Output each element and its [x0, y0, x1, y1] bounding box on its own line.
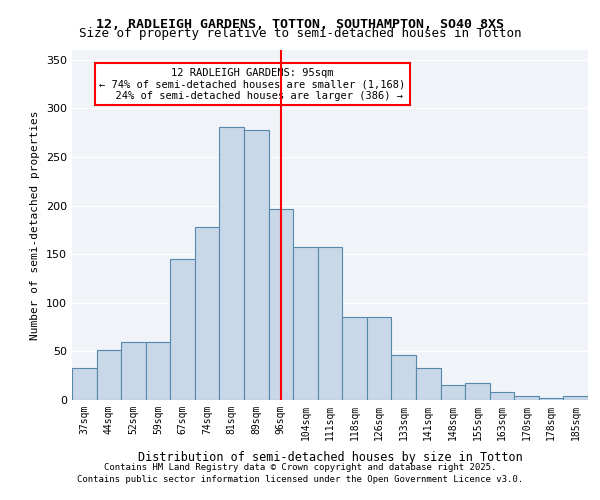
Bar — [269, 210, 293, 400]
Bar — [121, 342, 146, 400]
Bar — [342, 318, 367, 400]
Bar — [293, 248, 318, 400]
Bar — [539, 398, 563, 400]
Bar — [563, 396, 588, 400]
Y-axis label: Number of semi-detached properties: Number of semi-detached properties — [31, 110, 40, 340]
Bar — [170, 259, 195, 400]
X-axis label: Distribution of semi-detached houses by size in Totton: Distribution of semi-detached houses by … — [137, 451, 523, 464]
Bar — [416, 368, 440, 400]
Bar — [244, 130, 269, 400]
Text: Contains public sector information licensed under the Open Government Licence v3: Contains public sector information licen… — [77, 475, 523, 484]
Bar — [465, 384, 490, 400]
Bar — [97, 350, 121, 400]
Bar — [72, 368, 97, 400]
Bar — [318, 248, 342, 400]
Bar — [391, 356, 416, 400]
Bar — [195, 227, 220, 400]
Bar — [514, 396, 539, 400]
Bar — [220, 127, 244, 400]
Bar — [440, 386, 465, 400]
Text: 12, RADLEIGH GARDENS, TOTTON, SOUTHAMPTON, SO40 8XS: 12, RADLEIGH GARDENS, TOTTON, SOUTHAMPTO… — [96, 18, 504, 30]
Text: Size of property relative to semi-detached houses in Totton: Size of property relative to semi-detach… — [79, 28, 521, 40]
Bar — [490, 392, 514, 400]
Bar — [367, 318, 391, 400]
Text: 12 RADLEIGH GARDENS: 95sqm
← 74% of semi-detached houses are smaller (1,168)
  2: 12 RADLEIGH GARDENS: 95sqm ← 74% of semi… — [100, 68, 406, 100]
Bar — [146, 342, 170, 400]
Text: Contains HM Land Registry data © Crown copyright and database right 2025.: Contains HM Land Registry data © Crown c… — [104, 464, 496, 472]
